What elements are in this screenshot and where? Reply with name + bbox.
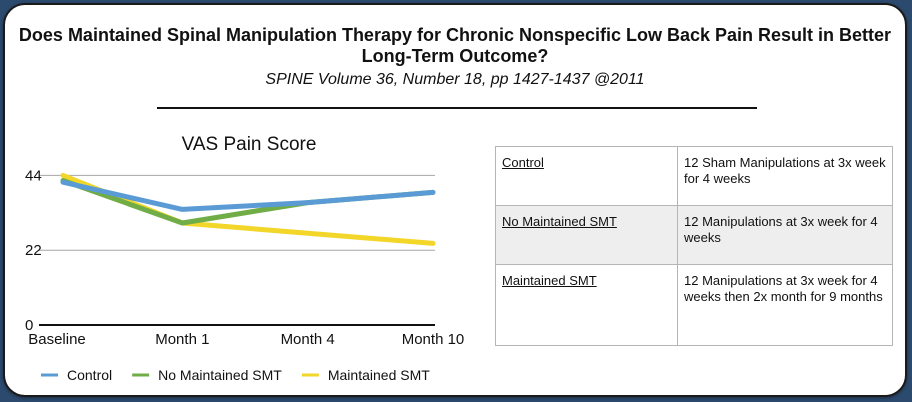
x-tick-label: Month 1 <box>155 331 209 348</box>
group-description: 12 Manipulations at 3x week for 4 weeks … <box>677 264 893 346</box>
x-axis-ticks: Baseline Month 1 Month 4 Month 10 <box>28 331 464 348</box>
y-tick-label: 44 <box>25 167 42 184</box>
slide-card: Does Maintained Spinal Manipulation Ther… <box>3 3 907 397</box>
page-title: Does Maintained Spinal Manipulation Ther… <box>18 25 892 66</box>
y-tick-label: 0 <box>25 317 33 334</box>
table-row: Control 12 Sham Manipulations at 3x week… <box>495 146 893 206</box>
grid-lines <box>39 174 435 326</box>
table-row: No Maintained SMT 12 Manipulations at 3x… <box>495 205 893 265</box>
series-line <box>60 172 436 246</box>
series-line <box>60 178 436 226</box>
legend-label: Control <box>67 367 112 383</box>
group-name: Maintained SMT <box>495 264 678 346</box>
citation: SPINE Volume 36, Number 18, pp 1427-1437… <box>265 71 645 88</box>
table-row: Maintained SMT 12 Manipulations at 3x we… <box>495 264 893 346</box>
x-tick-label: Baseline <box>28 331 86 348</box>
group-description: 12 Sham Manipulations at 3x week for 4 w… <box>677 146 893 206</box>
series-lines <box>60 172 436 246</box>
vas-line-chart: VAS Pain Score 0 22 44 Baseline Month 1 Mont… <box>25 134 464 383</box>
chart-legend: Control No Maintained SMT Maintained SMT <box>41 367 430 383</box>
legend-label: Maintained SMT <box>328 367 430 383</box>
series-line <box>60 179 436 212</box>
y-tick-label: 22 <box>25 242 42 259</box>
chart-title: VAS Pain Score <box>182 134 317 155</box>
group-definitions-table: Control 12 Sham Manipulations at 3x week… <box>495 146 893 346</box>
group-description: 12 Manipulations at 3x week for 4 weeks <box>677 205 893 265</box>
group-name: Control <box>495 146 678 206</box>
x-tick-label: Month 10 <box>402 331 465 348</box>
x-tick-label: Month 4 <box>281 331 335 348</box>
title-divider <box>157 107 757 109</box>
group-name: No Maintained SMT <box>495 205 678 265</box>
legend-label: No Maintained SMT <box>158 367 282 383</box>
y-axis-ticks: 0 22 44 <box>25 167 42 334</box>
